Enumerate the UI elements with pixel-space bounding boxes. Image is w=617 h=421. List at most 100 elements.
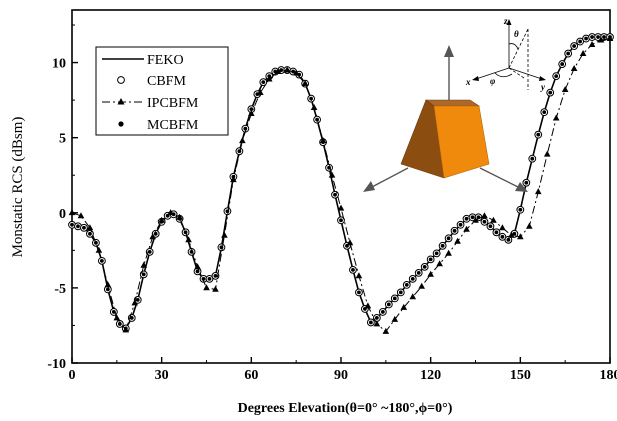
data-point-ipcbfm <box>454 237 461 244</box>
inset-label-theta: θ <box>514 29 519 39</box>
data-point-mcbfm <box>357 290 361 295</box>
data-point-mcbfm <box>225 209 230 214</box>
data-point-mcbfm <box>458 222 463 227</box>
data-point-mcbfm <box>213 273 218 278</box>
data-point-mcbfm <box>590 35 594 39</box>
x-axis-line <box>475 67 510 80</box>
data-point-mcbfm <box>410 276 415 281</box>
data-point-mcbfm <box>99 258 104 263</box>
data-point-ipcbfm <box>418 282 425 289</box>
data-point-mcbfm <box>159 219 164 224</box>
x-axis: 0 30 60 90 120 150 180 <box>69 357 617 383</box>
data-point-mcbfm <box>596 35 600 39</box>
data-point-mcbfm <box>602 35 606 39</box>
series-layer <box>68 33 614 334</box>
frustum-top-face <box>425 99 480 107</box>
data-point-ipcbfm <box>328 171 336 178</box>
legend-swatch-cbfm <box>117 76 125 84</box>
y-tick-label: 10 <box>52 57 66 72</box>
data-point-ipcbfm <box>409 293 417 300</box>
x-tick-label: 0 <box>69 368 76 383</box>
data-point-mcbfm <box>392 296 397 301</box>
data-point-mcbfm <box>524 180 529 185</box>
data-point-ipcbfm <box>588 40 596 47</box>
data-point-ipcbfm <box>221 231 228 238</box>
data-point-mcbfm <box>512 231 517 236</box>
data-point-mcbfm <box>345 243 349 248</box>
legend: FEKO CBFM IPCBFM MCBFM <box>95 46 229 136</box>
data-point-ipcbfm <box>310 104 318 111</box>
data-point-mcbfm <box>177 216 182 221</box>
data-point-ipcbfm <box>552 114 560 121</box>
data-point-mcbfm <box>386 302 391 307</box>
data-point-mcbfm <box>548 90 553 95</box>
data-point-mcbfm <box>255 92 260 97</box>
data-point-ipcbfm <box>400 303 408 310</box>
arrow-left <box>363 167 409 192</box>
series-ipcbfm <box>68 34 614 334</box>
data-point-mcbfm <box>171 212 176 217</box>
data-point-ipcbfm <box>570 64 578 71</box>
data-point-mcbfm <box>105 287 110 292</box>
data-point-mcbfm <box>267 74 272 78</box>
data-point-mcbfm <box>374 316 379 320</box>
data-point-mcbfm <box>135 298 140 302</box>
data-point-mcbfm <box>76 224 80 229</box>
data-point-mcbfm <box>249 107 254 112</box>
data-point-mcbfm <box>82 225 86 230</box>
data-point-ipcbfm <box>436 260 443 267</box>
data-point-mcbfm <box>189 249 194 254</box>
ground-projection <box>508 67 525 79</box>
y-tick-label: 5 <box>59 132 66 147</box>
legend-label-mcbfm: MCBFM <box>147 118 199 133</box>
data-point-mcbfm <box>303 81 308 86</box>
y-axis-title: Monstatic RCS (dBsm) <box>10 117 26 258</box>
data-point-mcbfm <box>542 110 547 115</box>
data-point-ipcbfm <box>499 224 506 231</box>
data-point-ipcbfm <box>391 315 399 322</box>
data-point-ipcbfm <box>364 302 372 309</box>
data-point-mcbfm <box>440 243 445 248</box>
data-point-mcbfm <box>578 39 583 44</box>
data-point-mcbfm <box>339 218 343 223</box>
data-point-mcbfm <box>500 234 505 239</box>
data-point-ipcbfm <box>508 231 515 238</box>
y-arrow-head <box>539 76 546 81</box>
x-tick-label: 120 <box>420 368 441 383</box>
data-point-mcbfm <box>273 69 278 74</box>
data-point-mcbfm <box>351 267 355 272</box>
series-mcbfm <box>70 35 612 331</box>
data-point-mcbfm <box>297 72 302 77</box>
data-point-mcbfm <box>572 44 577 48</box>
y-axis-line <box>508 67 543 80</box>
data-point-mcbfm <box>434 251 439 256</box>
y-tick-label: -5 <box>54 282 66 297</box>
x-tick-label: 60 <box>244 368 258 383</box>
inset-label-x: x <box>465 77 471 87</box>
data-point-ipcbfm <box>77 212 85 219</box>
phi-arc <box>494 72 513 78</box>
data-point-mcbfm <box>94 240 98 245</box>
x-tick-label: 150 <box>510 368 531 383</box>
data-point-ipcbfm <box>490 216 497 223</box>
data-point-mcbfm <box>422 264 427 269</box>
data-point-ipcbfm <box>194 263 201 270</box>
data-point-mcbfm <box>398 290 403 295</box>
data-point-mcbfm <box>476 215 481 220</box>
data-point-mcbfm <box>147 249 152 254</box>
data-point-mcbfm <box>494 230 499 235</box>
x-tick-label: 180 <box>600 368 617 383</box>
data-point-ipcbfm <box>534 188 542 195</box>
data-point-ipcbfm <box>113 314 121 321</box>
arrow-right <box>479 167 528 192</box>
data-point-mcbfm <box>584 36 588 41</box>
data-point-ipcbfm <box>337 204 345 211</box>
data-point-mcbfm <box>530 156 535 161</box>
data-point-mcbfm <box>446 236 451 241</box>
data-point-ipcbfm <box>427 270 434 277</box>
data-point-mcbfm <box>327 165 331 170</box>
data-point-ipcbfm <box>131 299 139 306</box>
data-point-mcbfm <box>482 219 487 224</box>
data-point-mcbfm <box>243 126 248 131</box>
